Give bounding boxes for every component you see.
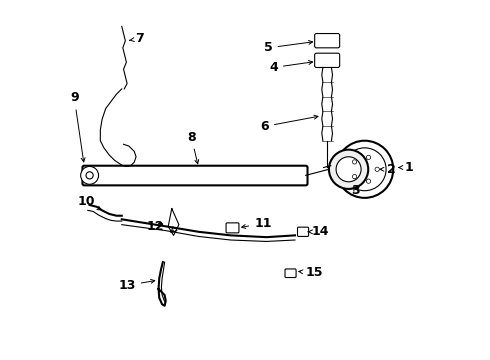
Text: 2: 2 bbox=[380, 163, 396, 176]
Text: 7: 7 bbox=[130, 32, 144, 45]
Text: 11: 11 bbox=[242, 217, 271, 230]
Circle shape bbox=[336, 157, 361, 182]
Polygon shape bbox=[168, 208, 179, 235]
Circle shape bbox=[352, 160, 357, 164]
Circle shape bbox=[375, 167, 379, 171]
Circle shape bbox=[352, 175, 357, 179]
FancyBboxPatch shape bbox=[226, 223, 239, 233]
Text: 15: 15 bbox=[299, 266, 323, 279]
Text: 8: 8 bbox=[187, 131, 198, 164]
FancyBboxPatch shape bbox=[315, 53, 340, 67]
Circle shape bbox=[81, 166, 98, 184]
Text: 14: 14 bbox=[308, 225, 329, 238]
Text: 4: 4 bbox=[269, 60, 313, 74]
FancyBboxPatch shape bbox=[285, 269, 296, 278]
Text: 9: 9 bbox=[70, 91, 85, 162]
Circle shape bbox=[367, 179, 370, 183]
Circle shape bbox=[367, 155, 370, 159]
Circle shape bbox=[86, 172, 93, 179]
Text: 3: 3 bbox=[351, 184, 360, 197]
Text: 5: 5 bbox=[264, 40, 313, 54]
Circle shape bbox=[336, 141, 393, 198]
Circle shape bbox=[343, 148, 386, 191]
FancyBboxPatch shape bbox=[82, 166, 308, 185]
Text: 12: 12 bbox=[146, 220, 164, 233]
Circle shape bbox=[329, 150, 368, 189]
Text: 1: 1 bbox=[399, 161, 414, 174]
Text: 6: 6 bbox=[260, 115, 318, 133]
FancyBboxPatch shape bbox=[315, 33, 340, 48]
FancyBboxPatch shape bbox=[297, 227, 309, 237]
Text: 10: 10 bbox=[77, 195, 101, 210]
Text: 13: 13 bbox=[119, 279, 155, 292]
